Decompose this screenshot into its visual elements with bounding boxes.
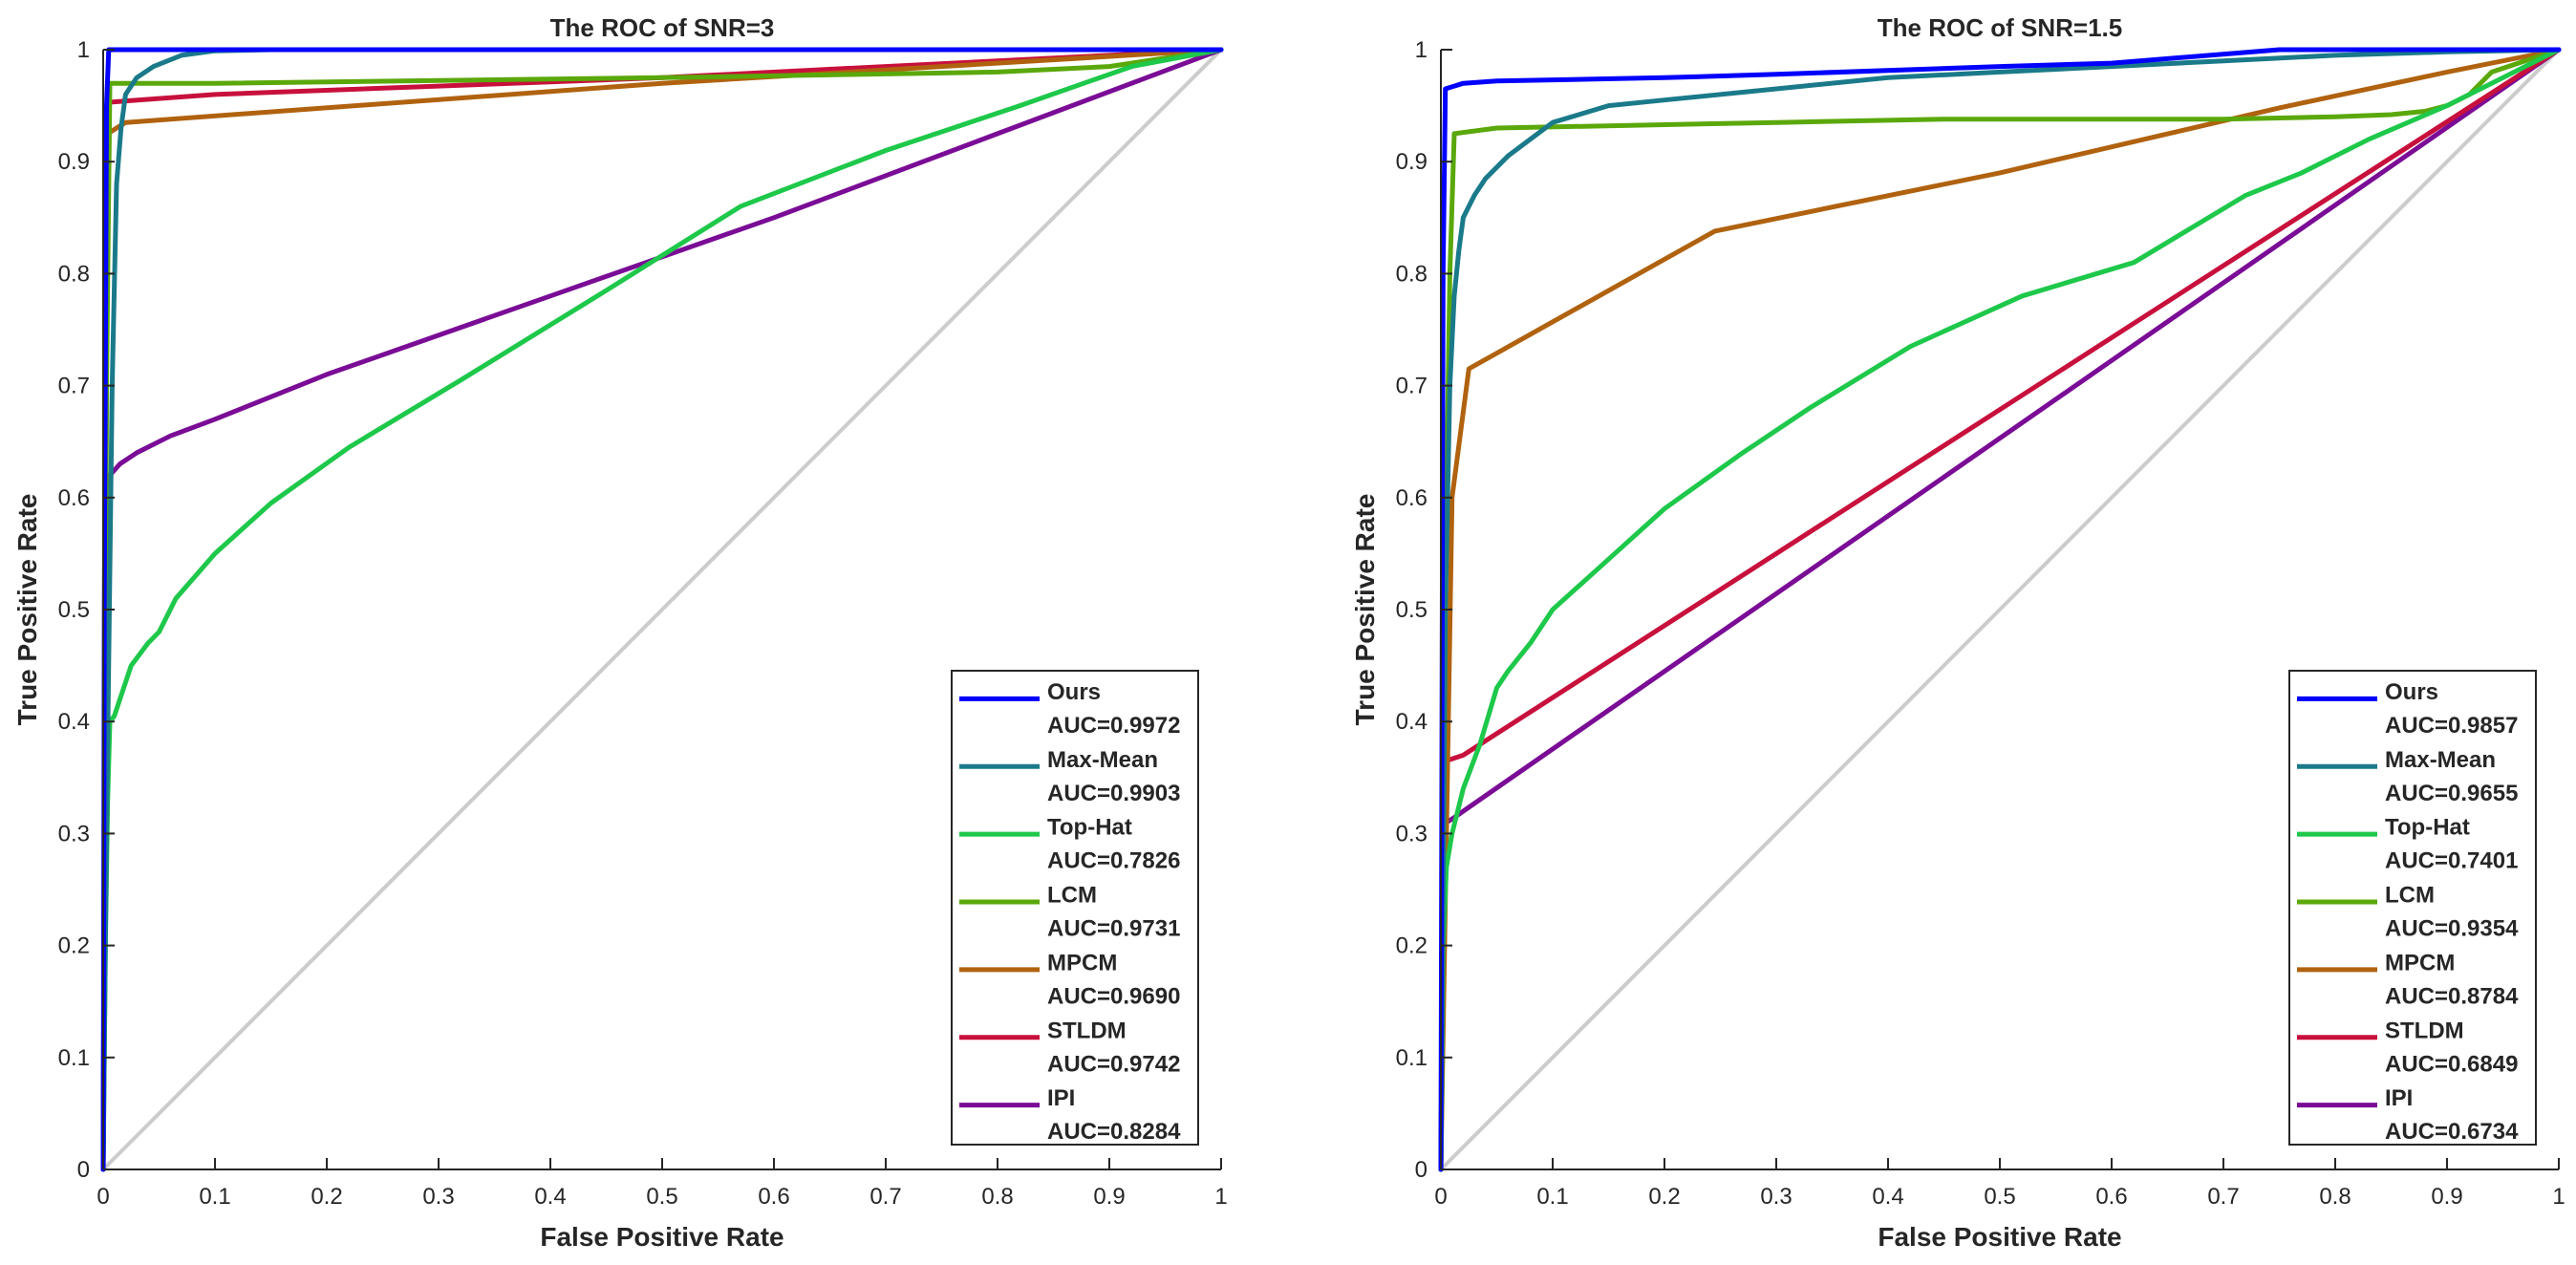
y-tick-label: 0.6 <box>1396 485 1428 511</box>
legend-series-name: Ours <box>1047 679 1101 705</box>
x-tick-label: 0.4 <box>534 1184 566 1210</box>
legend-auc-value: AUC=0.9354 <box>2385 916 2519 942</box>
y-tick-label: 0.7 <box>58 374 90 399</box>
legend-series-name: Max-Mean <box>1047 747 1158 773</box>
legend-auc-value: AUC=0.7826 <box>1047 848 1180 874</box>
legend-auc-value: AUC=0.9857 <box>2385 713 2518 739</box>
legend-box <box>2288 670 2537 1146</box>
x-tick-label: 1 <box>1214 1184 1227 1210</box>
roc-chart-2: 0 0.1 0.2 0.3 0.4 0.5 0.6 0.7 0.8 0.9 1 0 0.1 0.2 0.3 0… <box>1350 13 2565 1252</box>
x-tick-label: 0.1 <box>199 1184 230 1210</box>
legend-auc-value: AUC=0.9742 <box>1047 1051 1180 1077</box>
y-tick-label: 1 <box>77 37 90 63</box>
legend-series-name: Top-Hat <box>2385 815 2470 841</box>
x-tick-label: 0.9 <box>2431 1184 2462 1210</box>
legend-series-name: MPCM <box>1047 950 1117 976</box>
x-tick-label: 0.8 <box>2319 1184 2351 1210</box>
legend-auc-value: AUC=0.6734 <box>2385 1119 2519 1145</box>
y-tick-label: 0.8 <box>58 261 90 287</box>
x-tick-label: 0.5 <box>646 1184 677 1210</box>
legend: Ours AUC=0.9972 Max-Mean AUC=0.9903 Top-Hat A… <box>951 670 1199 1146</box>
legend-auc-value: AUC=0.8284 <box>1047 1119 1181 1145</box>
y-axis-label: True Positive Rate <box>1350 494 1380 726</box>
x-tick-label: 0.2 <box>311 1184 342 1210</box>
x-axis-label: False Positive Rate <box>540 1222 784 1252</box>
y-axis-label: True Positive Rate <box>12 494 42 726</box>
y-tick-label: 0.9 <box>1396 149 1428 175</box>
legend-auc-value: AUC=0.8784 <box>2385 983 2519 1009</box>
legend-series-name: Top-Hat <box>1047 815 1132 841</box>
x-tick-label: 0.6 <box>758 1184 789 1210</box>
y-tick-label: 0.3 <box>58 821 90 847</box>
y-tick-label: 0 <box>1415 1157 1428 1183</box>
legend-series-name: MPCM <box>2385 950 2455 976</box>
x-tick-label: 0.8 <box>981 1184 1013 1210</box>
x-tick-label: 0 <box>1434 1184 1447 1210</box>
legend-series-name: Ours <box>2385 679 2438 705</box>
legend-series-name: STLDM <box>1047 1018 1127 1043</box>
legend-auc-value: AUC=0.9655 <box>2385 781 2518 806</box>
series-line-ours <box>1438 47 2562 1172</box>
y-tick-label: 0.6 <box>58 485 90 511</box>
legend-auc-value: AUC=0.9690 <box>1047 983 1180 1009</box>
y-tick-label: 0.4 <box>58 709 90 735</box>
y-tick-label: 0.5 <box>58 597 90 623</box>
y-tick-label: 0.3 <box>1396 821 1428 847</box>
legend: Ours AUC=0.9857 Max-Mean AUC=0.9655 Top-Hat A… <box>2288 670 2537 1146</box>
chance-diagonal-line <box>1439 48 2561 1171</box>
legend-series-name: LCM <box>1047 883 1097 909</box>
y-tick-label: 0.7 <box>1396 374 1428 399</box>
legend-auc-value: AUC=0.9972 <box>1047 713 1180 739</box>
y-tick-label: 0.2 <box>1396 933 1428 959</box>
x-tick-label: 0.3 <box>422 1184 454 1210</box>
x-tick-label: 0.3 <box>1760 1184 1792 1210</box>
y-tick-label: 0.5 <box>1396 597 1428 623</box>
chart-title: The ROC of SNR=3 <box>550 13 775 42</box>
x-tick-label: 0.5 <box>1984 1184 2015 1210</box>
legend-auc-value: AUC=0.7401 <box>2385 848 2518 874</box>
legend-series-name: IPI <box>1047 1085 1075 1111</box>
legend-auc-value: AUC=0.9731 <box>1047 916 1180 942</box>
y-tick-label: 0.9 <box>58 149 90 175</box>
legend-series-name: STLDM <box>2385 1018 2464 1043</box>
legend-series-name: IPI <box>2385 1085 2413 1111</box>
y-tick-label: 0.1 <box>1396 1045 1428 1071</box>
series-line-mpcm <box>1438 47 2562 1172</box>
y-tick-label: 0.2 <box>58 933 90 959</box>
x-tick-label: 0.1 <box>1536 1184 1568 1210</box>
roc-chart-1: 0 0.1 0.2 0.3 0.4 0.5 0.6 0.7 0.8 0.9 1 0 0.1 0.2 0.3 0… <box>12 13 1228 1252</box>
x-tick-label: 1 <box>2552 1184 2565 1210</box>
chance-diagonal-line <box>101 48 1223 1171</box>
x-tick-label: 0.4 <box>1872 1184 1903 1210</box>
y-tick-label: 0.1 <box>58 1045 90 1071</box>
y-tick-label: 0 <box>77 1157 90 1183</box>
chart-title: The ROC of SNR=1.5 <box>1878 13 2122 42</box>
x-tick-label: 0 <box>97 1184 109 1210</box>
x-tick-label: 0.6 <box>2095 1184 2127 1210</box>
y-tick-label: 0.8 <box>1396 261 1428 287</box>
x-tick-label: 0.9 <box>1093 1184 1125 1210</box>
series-line-top-hat <box>1438 47 2562 1172</box>
legend-series-name: Max-Mean <box>2385 747 2496 773</box>
legend-series-name: LCM <box>2385 883 2435 909</box>
legend-auc-value: AUC=0.6849 <box>2385 1051 2518 1077</box>
x-tick-label: 0.2 <box>1648 1184 1680 1210</box>
x-tick-label: 0.7 <box>2207 1184 2239 1210</box>
legend-auc-value: AUC=0.9903 <box>1047 781 1180 806</box>
y-tick-label: 0.4 <box>1396 709 1428 735</box>
x-tick-label: 0.7 <box>869 1184 901 1210</box>
x-axis-label: False Positive Rate <box>1878 1222 2121 1252</box>
y-tick-label: 1 <box>1415 37 1428 63</box>
series-line-max-mean <box>1438 47 2562 1172</box>
legend-box <box>951 670 1199 1146</box>
